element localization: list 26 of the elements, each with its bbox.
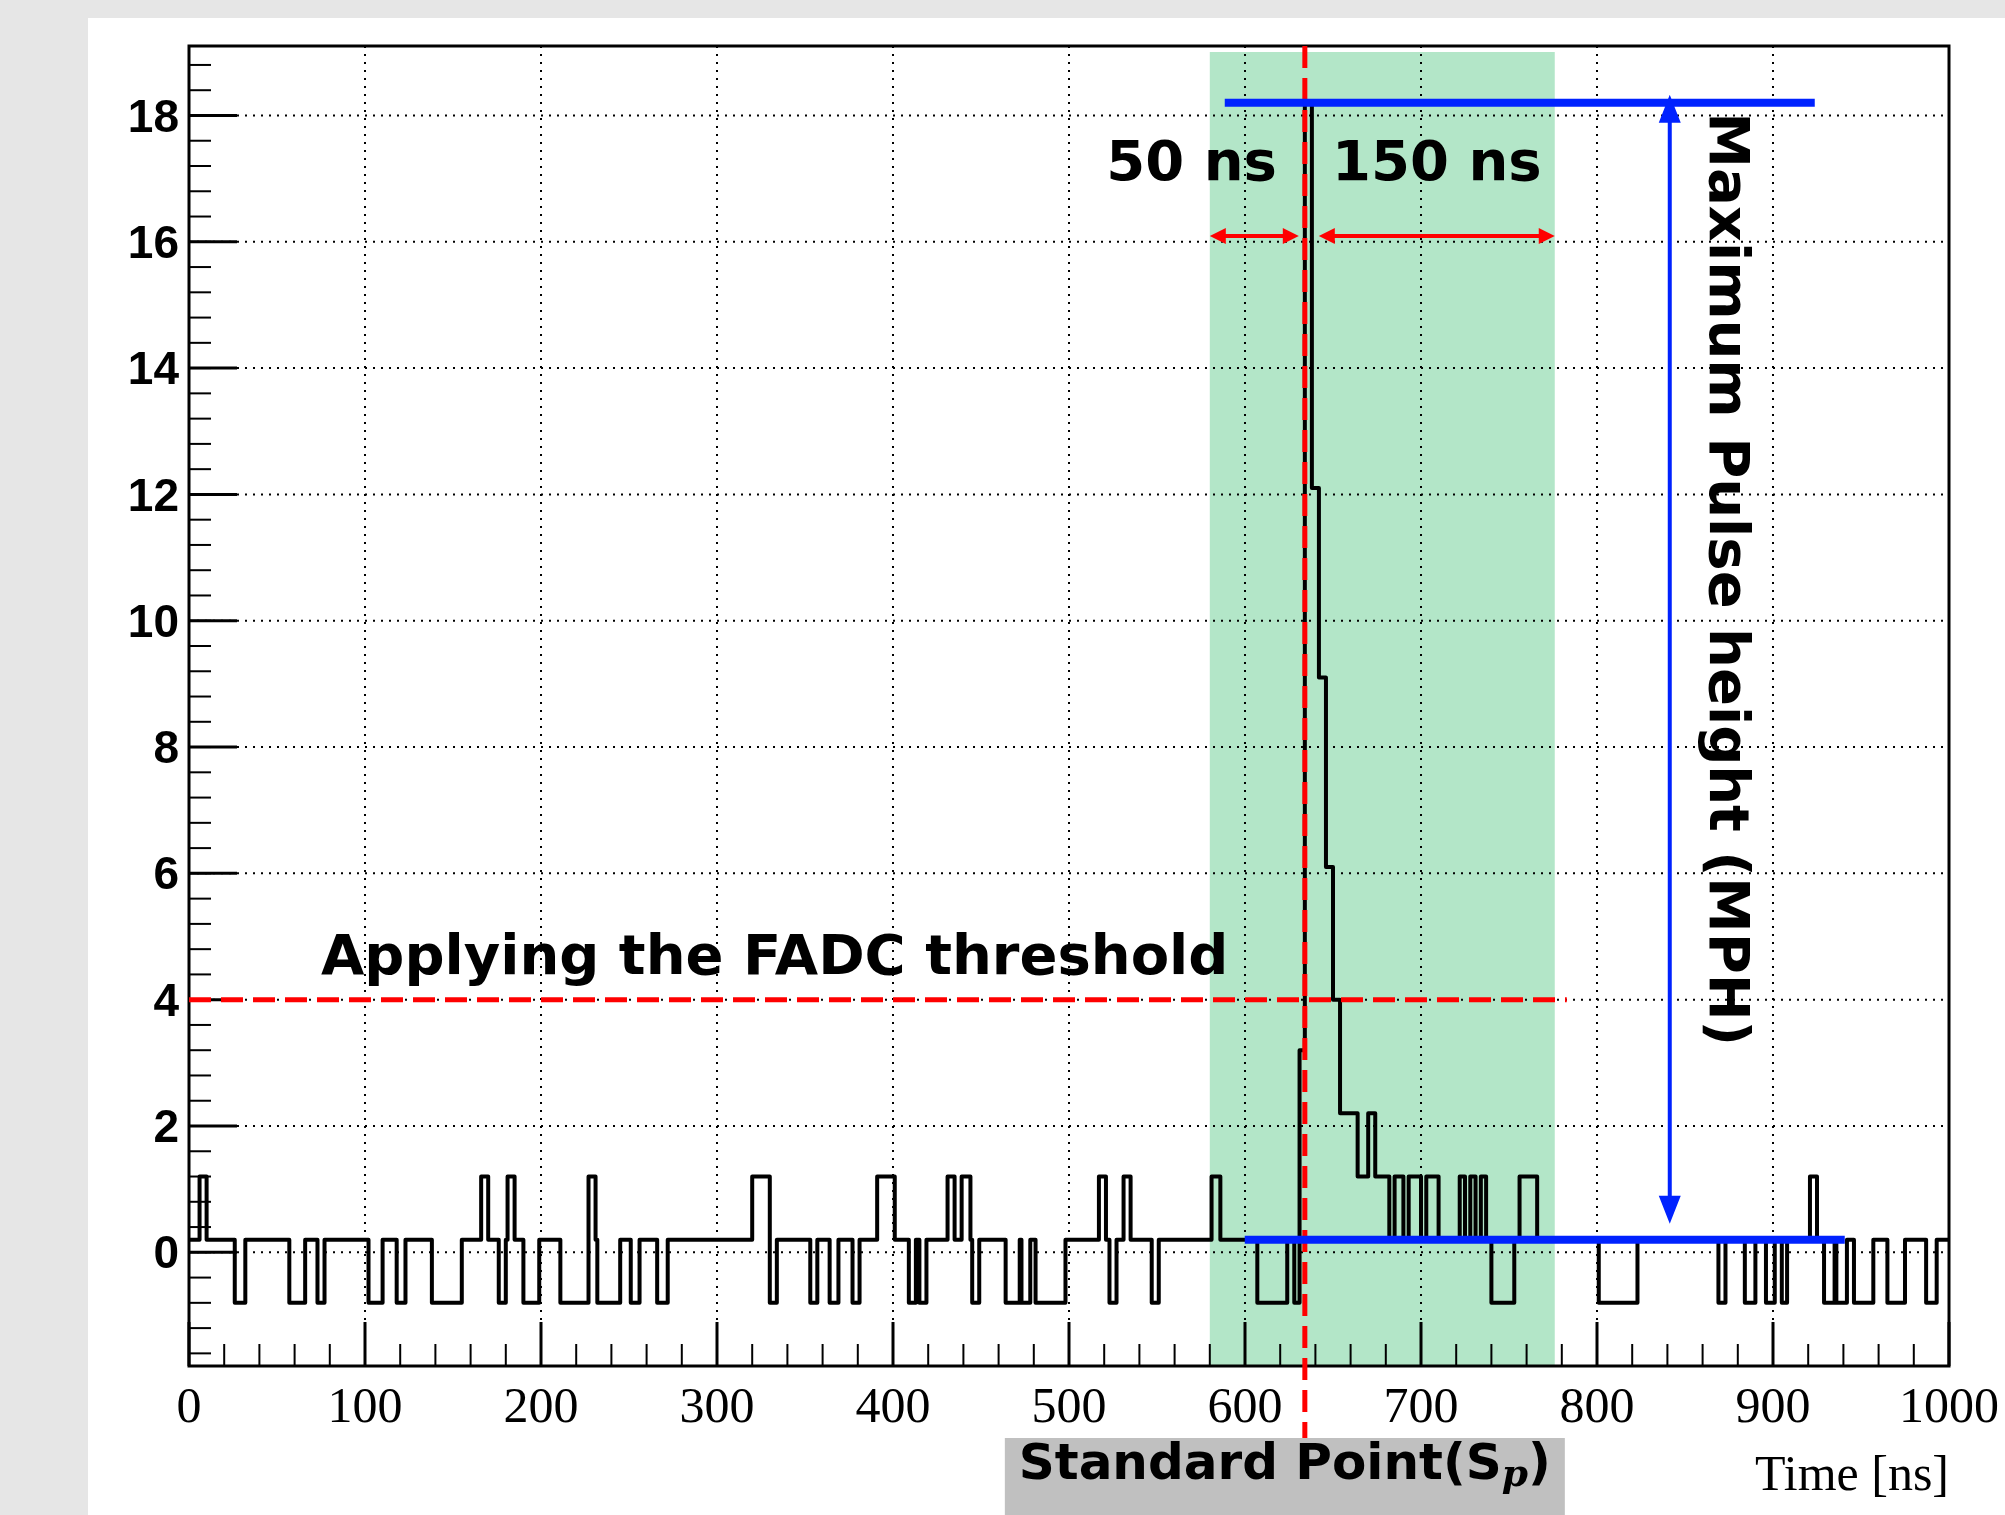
ref-line-label: Applying the FADC threshold: [321, 921, 1229, 987]
x-tick-label: 600: [1207, 1377, 1283, 1433]
x-tick-label: 900: [1735, 1377, 1811, 1433]
y-tick-label: 14: [127, 342, 180, 395]
y-tick-label: 6: [153, 847, 179, 900]
y-tick-label: 12: [127, 468, 179, 521]
y-tick-label: 16: [127, 215, 179, 268]
y-tick-label: 18: [127, 89, 179, 142]
x-tick-label: 500: [1031, 1377, 1107, 1433]
x-tick-label: 1000: [1899, 1377, 1999, 1433]
x-axis-title: Time [ns]: [1754, 1445, 1949, 1501]
annotation: Maximum Pulse height (MPH): [1697, 112, 1763, 1047]
y-tick-label: 0: [153, 1226, 179, 1279]
y-tick-label: 8: [153, 721, 179, 774]
y-tick-label: 4: [153, 973, 180, 1026]
x-tick-label: 200: [503, 1377, 579, 1433]
ref-line-label: Standard Point(S$_{p}$): [1018, 1433, 1551, 1495]
annotation: 150 ns: [1332, 128, 1542, 193]
x-tick-label: 300: [679, 1377, 755, 1433]
x-tick-label: 800: [1559, 1377, 1635, 1433]
y-tick-label: 10: [127, 594, 179, 647]
x-tick-label: 100: [327, 1377, 403, 1433]
annotation: 50 ns: [1106, 128, 1277, 193]
y-tick-label: 2: [153, 1100, 179, 1153]
x-tick-label: 400: [855, 1377, 931, 1433]
x-tick-label: 700: [1383, 1377, 1459, 1433]
